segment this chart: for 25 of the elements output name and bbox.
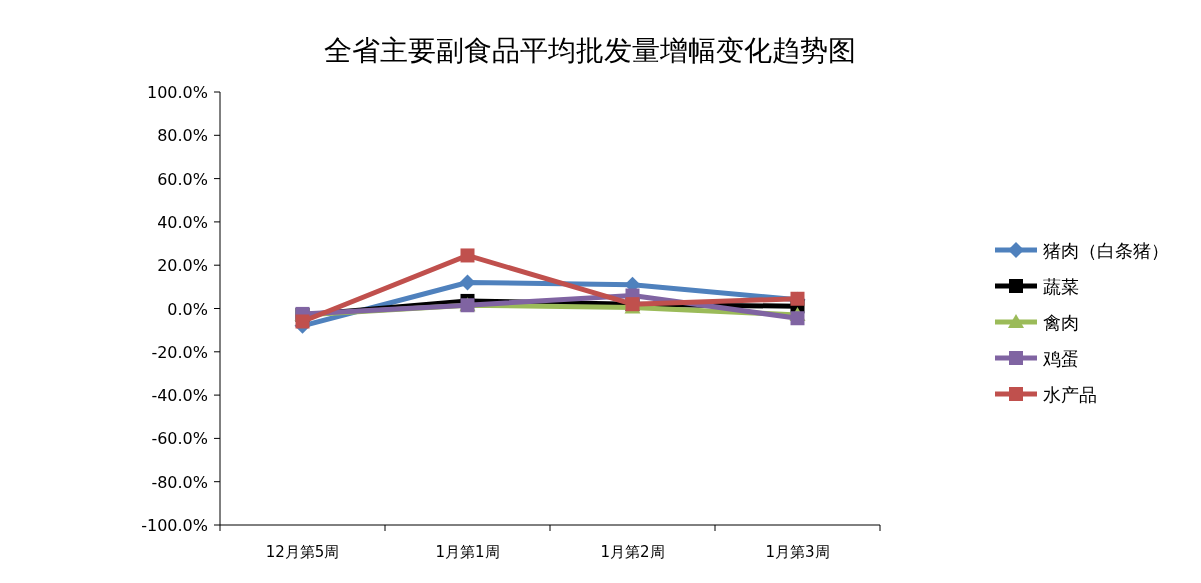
y-tick-label: 100.0% <box>146 83 208 102</box>
point <box>460 248 475 263</box>
point <box>295 314 310 329</box>
y-tick-label: 60.0% <box>157 169 208 189</box>
y-tick-label: 20.0% <box>157 256 208 276</box>
y-tick-label: -100.0% <box>141 516 208 535</box>
y-tick-label: 80.0% <box>157 126 208 146</box>
x-tick-label: 1月第1周 <box>435 543 500 561</box>
legend-label: 禽肉 <box>1043 312 1079 333</box>
title: 全省主要副食品平均批发量增幅变化趋势图 <box>324 34 856 67</box>
legend-label: 鸡蛋 <box>1042 348 1079 369</box>
x-tick-label: 1月第3周 <box>765 543 830 561</box>
y-tick-label: 0.0% <box>167 299 208 319</box>
legend-label: 猪肉（白条猪） <box>1043 240 1169 261</box>
y-tick-label: -20.0% <box>151 342 208 362</box>
point <box>790 311 805 326</box>
legend-label: 蔬菜 <box>1043 276 1079 297</box>
x-tick-label: 1月第2周 <box>600 543 665 561</box>
y-tick-label: 40.0% <box>157 212 208 232</box>
x-tick-label: 12月第5周 <box>265 543 340 561</box>
y-tick-label: -80.0% <box>151 472 208 492</box>
legend-label: 水产品 <box>1043 384 1097 405</box>
point <box>459 274 476 291</box>
y-tick-label: -40.0% <box>151 386 208 406</box>
y-tick-label: -60.0% <box>151 429 208 449</box>
